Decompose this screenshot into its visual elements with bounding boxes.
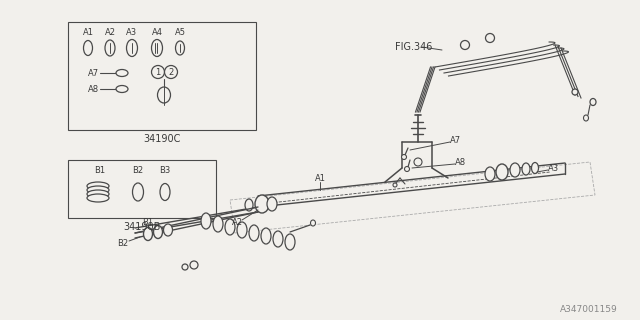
Ellipse shape [496,164,508,180]
Text: B2: B2 [132,165,143,174]
Ellipse shape [87,186,109,194]
Text: A8: A8 [455,157,466,166]
Text: B1: B1 [95,165,106,174]
Ellipse shape [201,213,211,229]
Ellipse shape [522,163,530,175]
Text: A3: A3 [548,164,559,172]
Text: A7: A7 [88,68,99,77]
Ellipse shape [261,228,271,244]
Ellipse shape [485,167,495,181]
Text: B1: B1 [143,218,154,227]
Ellipse shape [163,224,173,236]
Text: 34190C: 34190C [143,134,180,144]
Ellipse shape [152,66,164,78]
Text: 1: 1 [156,68,161,76]
Ellipse shape [237,222,247,238]
Text: A1: A1 [83,28,93,36]
Ellipse shape [83,41,93,55]
Ellipse shape [190,261,198,269]
Text: A8: A8 [88,84,99,93]
Text: A3: A3 [127,28,138,36]
Ellipse shape [486,34,495,43]
Text: FIG.346: FIG.346 [395,42,433,52]
Bar [68,160,216,218]
Text: A2: A2 [104,28,115,36]
Ellipse shape [461,41,470,50]
Ellipse shape [87,194,109,202]
Ellipse shape [310,220,316,226]
Ellipse shape [255,195,269,213]
Ellipse shape [213,216,223,232]
Ellipse shape [273,231,283,247]
Ellipse shape [164,66,177,78]
Text: B3: B3 [159,165,171,174]
Text: A2: A2 [232,218,243,227]
Ellipse shape [182,264,188,270]
Ellipse shape [175,41,184,55]
Text: A5: A5 [175,28,186,36]
Ellipse shape [285,234,295,250]
Text: A1: A1 [314,173,326,182]
Ellipse shape [245,199,253,211]
Text: A347001159: A347001159 [560,306,618,315]
Ellipse shape [584,115,589,121]
Text: A4: A4 [152,28,163,36]
Ellipse shape [590,99,596,106]
Text: A7: A7 [450,135,461,145]
Ellipse shape [152,39,163,57]
Ellipse shape [393,183,397,187]
Text: B2: B2 [117,238,128,247]
Ellipse shape [132,183,143,201]
Ellipse shape [143,228,152,241]
Ellipse shape [160,183,170,201]
Text: 34190B: 34190B [124,222,161,232]
Ellipse shape [267,197,277,211]
Ellipse shape [414,158,422,166]
Ellipse shape [116,69,128,76]
Ellipse shape [572,89,578,95]
Ellipse shape [404,166,410,172]
Ellipse shape [249,225,259,241]
Ellipse shape [116,85,128,92]
Ellipse shape [105,40,115,56]
Ellipse shape [531,163,538,173]
Ellipse shape [87,190,109,198]
Ellipse shape [154,226,163,238]
Ellipse shape [157,87,170,103]
Ellipse shape [510,163,520,177]
Ellipse shape [127,39,138,57]
Ellipse shape [87,182,109,190]
Ellipse shape [225,219,235,235]
Text: 2: 2 [168,68,173,76]
Bar [68,22,256,130]
Ellipse shape [401,155,406,159]
